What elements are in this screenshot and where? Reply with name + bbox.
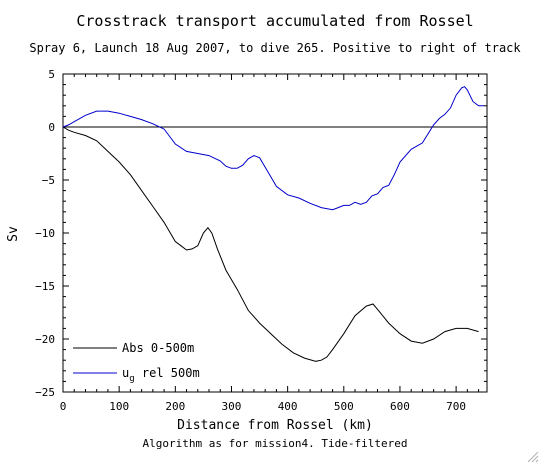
y-tick-label: −5 [42,174,55,187]
y-tick-label: −10 [35,227,55,240]
y-tick-label: 5 [48,68,55,81]
x-tick-label: 500 [334,400,354,413]
x-tick-label: 100 [109,400,129,413]
legend-label-ug-sub: g [129,374,134,384]
x-tick-label: 400 [278,400,298,413]
x-tick-label: 700 [446,400,466,413]
x-tick-label: 200 [165,400,185,413]
x-tick-label: 300 [222,400,242,413]
y-tick-label: −20 [35,333,55,346]
legend-label-ug: ug rel 500m [122,366,200,384]
series-line-ug [62,86,485,211]
legend: Abs 0-500m ug rel 500m [73,341,200,384]
chart-title: Crosstrack transport accumulated from Ro… [76,12,473,30]
y-tick-label: 0 [48,121,55,134]
series-line-abs [62,126,479,362]
legend-label-abs: Abs 0-500m [122,341,194,355]
legend-label-ug-main: u [122,366,129,380]
axis-ticks: 0 100 200 300 400 500 600 700 5 0 −5 −10 −15 −20 −25 [35,68,487,413]
legend-label-ug-rest: rel 500m [135,366,200,380]
y-tick-label: −15 [35,280,55,293]
chart-footnote: Algorithm as for mission4. Tide-filtered [143,437,408,450]
y-tick-label: −25 [35,386,55,399]
x-axis-label: Distance from Rossel (km) [177,418,373,433]
resize-grip-icon[interactable] [527,451,539,463]
y-axis-label: Sv [6,226,21,242]
x-tick-label: 0 [60,400,67,413]
x-tick-label: 600 [390,400,410,413]
chart-subtitle: Spray 6, Launch 18 Aug 2007, to dive 265… [29,41,521,55]
